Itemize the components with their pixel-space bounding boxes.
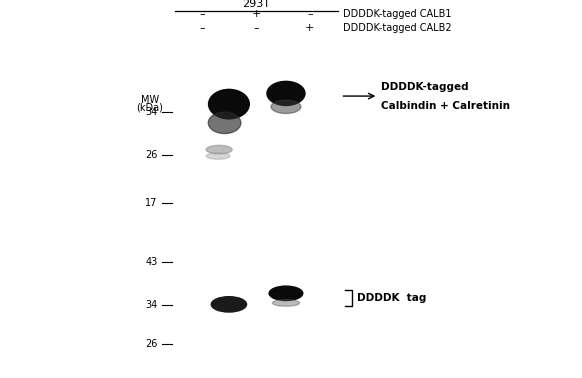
Text: DDDDK  tag: DDDDK tag <box>357 293 426 303</box>
Text: MW: MW <box>140 95 159 105</box>
Text: 26: 26 <box>146 339 158 349</box>
Ellipse shape <box>206 153 230 159</box>
Text: 293T: 293T <box>242 0 270 9</box>
Text: –: – <box>200 23 205 33</box>
Text: 34: 34 <box>146 300 158 310</box>
Text: (kDa): (kDa) <box>136 103 163 113</box>
Ellipse shape <box>271 100 301 113</box>
Text: DDDDK-tagged CALB2: DDDDK-tagged CALB2 <box>343 23 452 33</box>
Text: 26: 26 <box>146 150 158 160</box>
Text: +: + <box>305 23 314 33</box>
Ellipse shape <box>267 81 305 105</box>
Text: –: – <box>200 9 205 19</box>
Text: 17: 17 <box>146 198 158 208</box>
Text: 34: 34 <box>146 107 158 117</box>
Text: DDDDK-tagged CALB1: DDDDK-tagged CALB1 <box>343 9 452 19</box>
Text: –: – <box>307 9 313 19</box>
Text: +: + <box>251 9 261 19</box>
Ellipse shape <box>206 146 232 154</box>
Ellipse shape <box>269 286 303 301</box>
Text: 43: 43 <box>146 257 158 267</box>
Text: –: – <box>253 23 259 33</box>
Ellipse shape <box>272 299 300 306</box>
Ellipse shape <box>211 297 247 312</box>
Text: Calbindin + Calretinin: Calbindin + Calretinin <box>381 101 510 111</box>
Ellipse shape <box>208 112 241 133</box>
Text: DDDDK-tagged: DDDDK-tagged <box>381 82 469 91</box>
Ellipse shape <box>208 89 249 119</box>
